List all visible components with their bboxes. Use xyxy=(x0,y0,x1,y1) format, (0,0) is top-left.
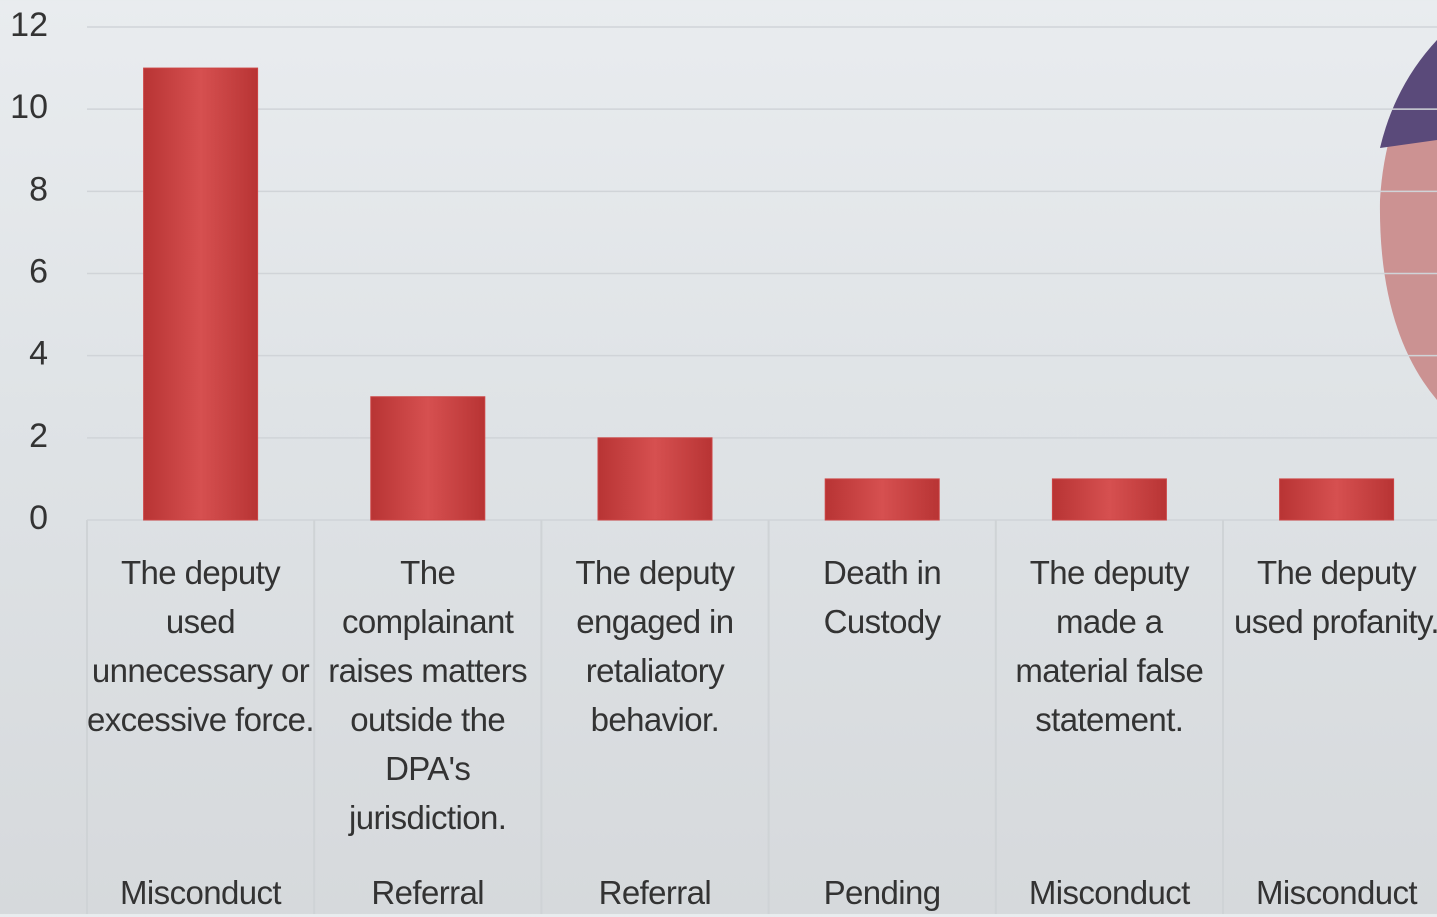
y-tick-label: 6 xyxy=(29,252,48,290)
bar xyxy=(1051,478,1167,521)
y-tick-label: 0 xyxy=(29,499,48,537)
bar xyxy=(824,478,940,521)
group-label: Pending xyxy=(823,874,942,911)
group-label: Misconduct xyxy=(1256,874,1418,911)
y-tick-label: 2 xyxy=(29,417,48,455)
y-tick-label: 8 xyxy=(29,170,48,208)
bar xyxy=(597,437,713,521)
group-label: Misconduct xyxy=(120,874,282,911)
bar xyxy=(370,396,486,521)
x-tick-label: The deputy used unnecessary or excessive… xyxy=(87,554,315,738)
x-tick-label: Death in Custody xyxy=(823,554,942,640)
y-tick-label: 12 xyxy=(10,6,48,44)
group-label: Referral xyxy=(371,874,484,911)
bar xyxy=(1279,478,1395,521)
group-label: Referral xyxy=(598,874,712,911)
pie-fragment xyxy=(1379,40,1437,400)
x-tick-label: The deputy engaged in retaliatory behavi… xyxy=(575,554,735,738)
y-tick-label: 10 xyxy=(10,88,48,126)
bar xyxy=(143,67,259,521)
group-label: Misconduct xyxy=(1028,874,1191,911)
x-tick-label: The deputy used profanity. xyxy=(1233,554,1437,640)
y-tick-label: 4 xyxy=(29,335,48,373)
x-tick-label: The complainant raises matters outside t… xyxy=(328,554,528,836)
x-tick-label: The deputy made a material false stateme… xyxy=(1015,554,1204,738)
